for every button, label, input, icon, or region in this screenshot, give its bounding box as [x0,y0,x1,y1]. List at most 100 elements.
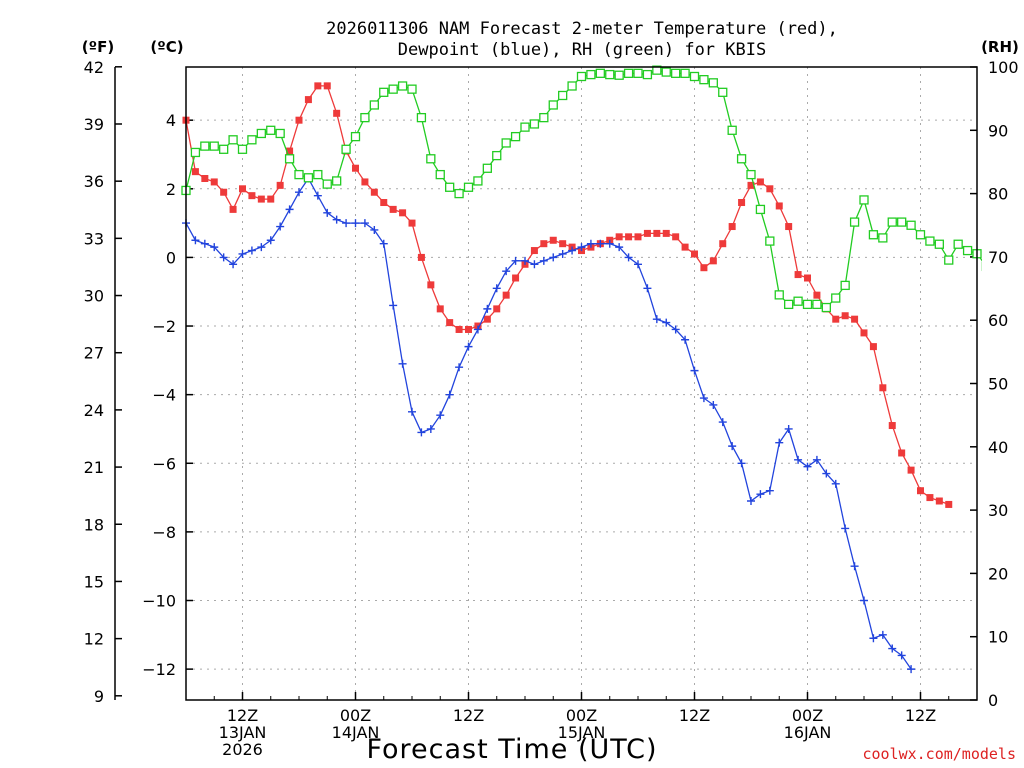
temperature-point [229,205,237,213]
temperature-point [945,500,953,508]
temperature-point [314,82,322,90]
temperature-point [361,178,369,186]
rh-point [840,280,850,291]
temperature-point [766,185,774,193]
rh-tick-label: 0 [988,691,998,710]
dewpoint-point [728,442,737,451]
x-tick-label: 00Z [340,706,371,725]
rh-point [887,217,897,227]
dewpoint-point [615,243,624,252]
dewpoint-point [784,424,793,433]
dewpoint-point [652,315,661,324]
rh-point [812,299,822,310]
celsius-tick-label: −12 [142,660,176,679]
x-tick-label: 2026 [222,740,263,759]
dewpoint-point [360,219,369,228]
rh-unit-label: (RH) [981,38,1019,56]
rh-point [831,293,841,303]
temperature-point [540,240,548,248]
temperature-point [276,181,284,189]
fahrenheit-tick-label: 42 [84,58,104,77]
temperature-point [813,291,821,299]
temperature-point [512,274,520,282]
x-tick-label: 15JAN [558,723,606,742]
celsius-tick-label: 4 [166,111,176,130]
rh-point [793,296,803,306]
rh-point [727,125,737,135]
dewpoint-point [624,253,633,262]
rh-point [934,239,944,249]
dewpoint-point [247,246,256,255]
temperature-point [295,116,303,124]
chart-title-line1: 2026011306 NAM Forecast 2-meter Temperat… [326,19,838,39]
chart-title-line2: Dewpoint (blue), RH (green) for KBIS [398,40,766,60]
dewpoint-point [775,438,784,447]
temperature-point [323,82,331,90]
rh-tick-label: 100 [988,58,1019,77]
temperature-point [634,233,642,241]
temperature-point [549,236,557,244]
dewpoint-point [266,236,275,245]
temperature-point [719,240,727,248]
temperature-point [869,343,877,351]
rh-point [416,112,427,123]
temperature-point [380,199,388,207]
temperature-point [210,178,218,186]
rh-point [529,119,540,129]
rh-tick-label: 90 [988,121,1008,140]
temperature-point [352,164,359,172]
rh-point [746,169,756,180]
dewpoint-point [690,366,699,375]
temperature-point [785,223,793,231]
dewpoint-point [634,260,642,269]
dewpoint-point [295,188,303,197]
dewpoint-point [841,524,850,533]
rh-point [586,69,596,80]
dewpoint-point [878,630,887,639]
dewpoint-point [577,243,586,252]
temperature-point [530,247,538,255]
rh-point [897,217,907,227]
rh-point [200,141,210,151]
x-tick-label: 16JAN [784,723,832,742]
rh-point [473,176,483,186]
rh-point [266,125,276,135]
temperature-point [832,315,840,323]
temperature-point [653,229,661,237]
temperature-point [935,497,943,505]
dewpoint-point [483,304,492,313]
rh-point [492,150,502,161]
dewpoint-point [869,634,878,643]
rh-point [699,75,709,85]
rh-point [689,71,700,82]
dewpoint-point [464,342,473,351]
rh-point [642,69,653,80]
celsius-tick-label: −4 [152,386,176,405]
dewpoint-point [822,469,831,478]
rh-point [190,147,201,158]
temperature-point [304,96,312,104]
dewpoint-point [803,462,812,471]
rh-point [332,176,342,186]
rh-point [219,144,229,154]
series-line [185,85,950,506]
x-tick-label: 14JAN [332,723,380,742]
temperature-point [399,209,407,217]
temperature-point [502,291,510,299]
rh-point [661,67,671,77]
rh-point [369,100,379,110]
dewpoint-point [521,256,529,265]
rh-point [209,141,219,151]
rh-point [454,188,464,199]
temperature-point [370,188,378,196]
rh-point [576,71,587,82]
temperature-point [625,233,633,241]
celsius-tick-label: −6 [152,454,176,473]
dewpoint-point [718,418,727,427]
dewpoint-point [370,225,379,234]
dewpoint-point [897,651,906,660]
dewpoint-point [445,390,454,399]
temperature-point [191,168,199,176]
rh-point [341,144,351,154]
dewpoint-point [850,562,859,571]
